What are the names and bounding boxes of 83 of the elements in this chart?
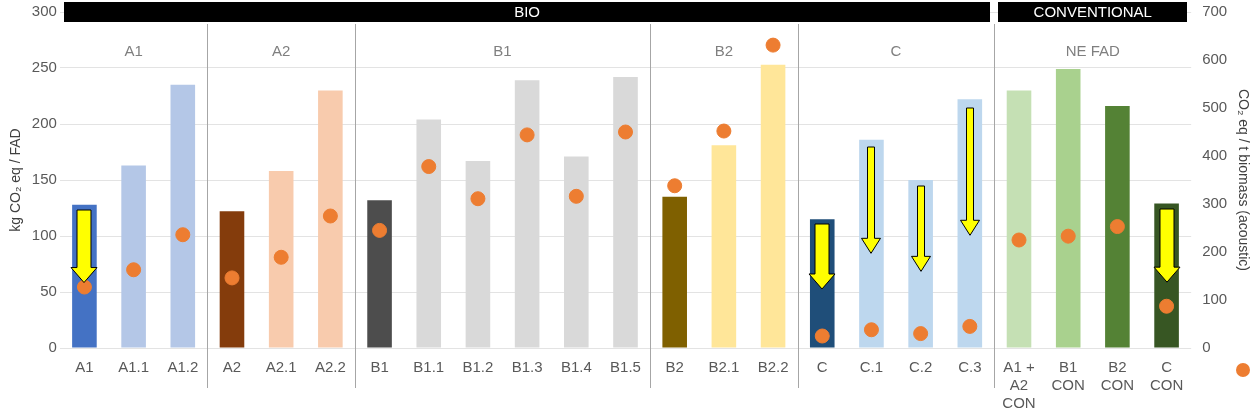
point xyxy=(1060,228,1076,244)
point xyxy=(863,322,879,338)
y2-tick-label: 200 xyxy=(1202,242,1228,260)
y-tick-label: 300 xyxy=(31,2,57,20)
x-tick-label: C.1 xyxy=(859,358,884,376)
header-banner: CONVENTIONAL xyxy=(998,2,1188,22)
x-tick-label: C CON xyxy=(1149,358,1184,394)
point xyxy=(126,262,142,278)
x-tick-label: B1.2 xyxy=(462,358,494,376)
point xyxy=(1011,232,1027,248)
point xyxy=(913,326,929,342)
y-tick-label: 50 xyxy=(40,282,57,300)
point xyxy=(765,37,781,53)
bar xyxy=(121,165,146,348)
x-tick-label: B1 CON xyxy=(1051,358,1085,394)
bar xyxy=(170,84,196,348)
y2-tick-label: 700 xyxy=(1202,2,1228,20)
y-tick-label: 250 xyxy=(31,58,57,76)
header-banner: BIO xyxy=(63,2,991,22)
y2-tick-label: 600 xyxy=(1202,50,1228,68)
x-tick-label: C.3 xyxy=(958,358,982,376)
bar xyxy=(219,211,245,348)
bar xyxy=(711,145,737,348)
point xyxy=(470,191,486,207)
y2-tick-label: 400 xyxy=(1202,146,1228,164)
x-tick-label: B1.5 xyxy=(610,358,641,376)
y2-tick-label: 500 xyxy=(1202,98,1228,116)
annotation: B1 xyxy=(493,42,512,60)
point xyxy=(372,222,388,238)
point xyxy=(322,208,338,224)
bar xyxy=(760,64,786,348)
bar xyxy=(1055,69,1081,348)
point xyxy=(667,178,683,194)
bar xyxy=(1006,90,1032,348)
point xyxy=(962,318,978,334)
x-tick-label: A1 xyxy=(75,358,94,376)
y2-tick-label: 100 xyxy=(1202,290,1228,308)
x-tick-label: A2.2 xyxy=(314,358,346,376)
x-tick-label: C.2 xyxy=(908,358,933,376)
point xyxy=(519,127,535,143)
y-tick-label: 100 xyxy=(31,226,57,244)
x-tick-label: C xyxy=(816,358,828,376)
x-tick-label: A1 + A2 CON xyxy=(1002,358,1036,412)
x-tick-label: B2 xyxy=(665,358,684,376)
x-tick-label: B2.1 xyxy=(708,358,740,376)
point xyxy=(814,328,830,344)
y2-tick-label: 300 xyxy=(1202,194,1228,212)
y-tick-label: 150 xyxy=(31,170,57,188)
bar xyxy=(1105,106,1130,348)
x-tick-label: B1 xyxy=(370,358,389,376)
x-tick-label: B1.4 xyxy=(560,358,592,376)
point xyxy=(1159,298,1175,314)
x-tick-label: B1.3 xyxy=(511,358,543,376)
point xyxy=(421,159,437,175)
y-axis-title: kg CO₂ eq / FAD xyxy=(7,128,24,232)
bar xyxy=(662,196,687,348)
point xyxy=(716,123,732,139)
annotation: B2 xyxy=(714,42,734,60)
x-tick-label: A1.1 xyxy=(118,358,150,376)
point xyxy=(273,249,289,265)
point xyxy=(568,188,584,204)
x-tick-label: B2.2 xyxy=(757,358,789,376)
point xyxy=(175,227,191,243)
bar xyxy=(367,200,392,348)
annotation: A2 xyxy=(272,42,291,60)
point xyxy=(618,124,633,140)
x-tick-label: A1.2 xyxy=(167,358,199,376)
y2-axis-title: CO₂ eq / t biomass (acoustic) xyxy=(1235,88,1252,272)
annotation: A1 xyxy=(124,42,143,60)
x-tick-label: A2 xyxy=(222,358,242,376)
point xyxy=(1109,219,1125,235)
x-tick-label: A2.1 xyxy=(265,358,297,376)
y-tick-label: 200 xyxy=(31,114,57,132)
x-tick-label: B1.1 xyxy=(413,358,445,376)
bar xyxy=(318,90,343,348)
annotation: C xyxy=(890,42,902,60)
point xyxy=(224,270,240,286)
y-tick-label: 0 xyxy=(48,338,57,356)
y2-tick-label: 0 xyxy=(1202,338,1211,356)
x-tick-label: B2 CON xyxy=(1100,358,1135,394)
point xyxy=(76,279,92,295)
bar xyxy=(268,171,294,348)
annotation: NE FAD xyxy=(1065,42,1121,60)
